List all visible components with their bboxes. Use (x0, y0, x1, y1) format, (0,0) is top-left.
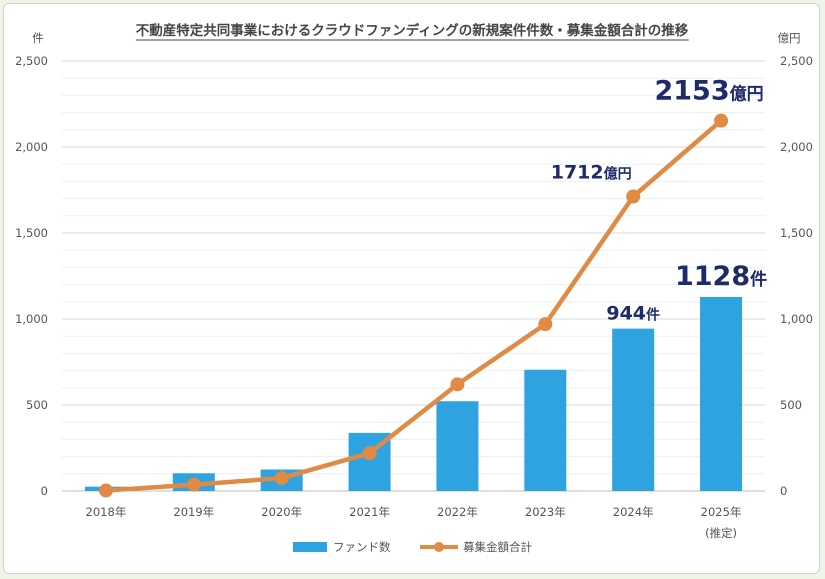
data-callout: 1712億円 (551, 162, 632, 184)
chart-title: 不動産特定共同事業におけるクラウドファンディングの新規案件件数・募集金額合計の推… (136, 22, 689, 39)
x-tick-sublabel: (推定) (705, 526, 737, 540)
data-callout: 944件 (606, 303, 660, 325)
x-tick-label: 2025年 (701, 505, 742, 519)
left-y-tick-label: 1,500 (15, 226, 48, 240)
right-y-tick-label: 2,000 (780, 140, 813, 154)
bar (700, 296, 743, 491)
right-axis-unit: 億円 (778, 31, 801, 45)
x-tick-label: 2023年 (525, 505, 566, 519)
bar (436, 401, 479, 491)
bar (612, 328, 655, 491)
legend-label-total-amount: 募集金額合計 (463, 540, 532, 554)
right-y-tick-label: 2,500 (780, 54, 813, 68)
legend-line-marker (434, 542, 444, 552)
x-tick-label: 2024年 (613, 505, 654, 519)
data-callout: 1128件 (675, 261, 767, 292)
line-point (626, 189, 641, 204)
x-tick-label: 2018年 (86, 505, 127, 519)
line-point (186, 477, 201, 492)
line-point (450, 377, 465, 392)
left-y-tick-label: 0 (41, 484, 48, 498)
legend-label-fund-count: ファンド数 (333, 540, 391, 554)
line-point (538, 317, 553, 332)
right-y-tick-label: 1,000 (780, 312, 813, 326)
chart-frame (3, 3, 820, 574)
left-y-tick-label: 2,000 (15, 140, 48, 154)
data-callout: 2153億円 (654, 76, 763, 107)
x-tick-label: 2020年 (261, 505, 302, 519)
left-y-tick-label: 1,000 (15, 312, 48, 326)
left-y-tick-label: 500 (26, 398, 48, 412)
right-y-tick-label: 0 (780, 484, 787, 498)
line-series (103, 118, 724, 493)
left-axis-unit: 件 (32, 31, 44, 45)
right-y-tick-label: 500 (780, 398, 802, 412)
line-point (714, 113, 729, 128)
line-point (362, 446, 377, 461)
legend-bar-swatch (293, 542, 327, 552)
x-tick-label: 2019年 (173, 505, 214, 519)
right-y-tick-label: 1,500 (780, 226, 813, 240)
bar (524, 369, 567, 491)
line-point (98, 483, 113, 498)
x-tick-label: 2022年 (437, 505, 478, 519)
line-point (274, 471, 289, 486)
left-y-tick-label: 2,500 (15, 54, 48, 68)
x-tick-label: 2021年 (349, 505, 390, 519)
